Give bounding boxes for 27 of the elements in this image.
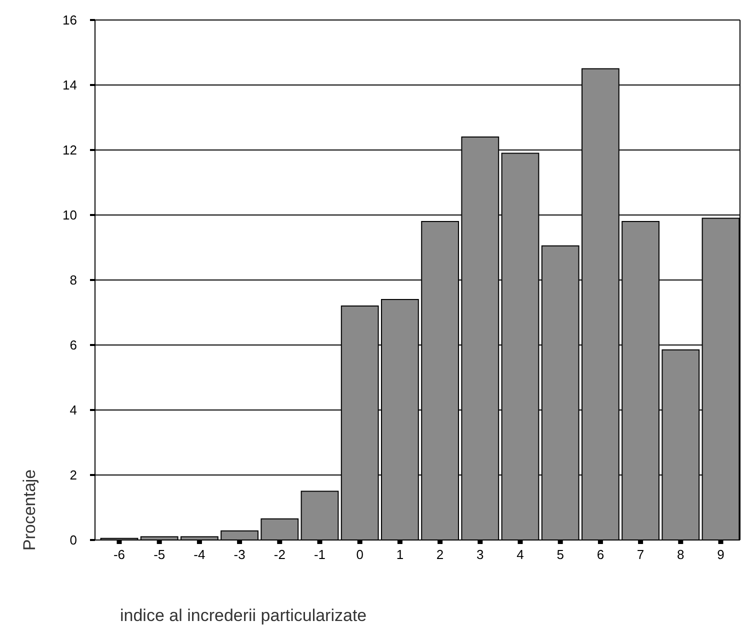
y-tick-label: 10 <box>62 208 77 223</box>
x-tick-label: -2 <box>274 547 286 562</box>
y-tick-label: 4 <box>70 402 77 418</box>
x-tick-label: -3 <box>234 547 246 562</box>
y-tick-label: 2 <box>70 468 77 483</box>
x-axis-title: indice al increderii particularizate <box>120 606 367 625</box>
x-tick-label: 0 <box>356 547 364 562</box>
x-tick-label: -5 <box>154 547 166 562</box>
x-tick-label: 2 <box>436 547 444 562</box>
x-tick-label: 4 <box>516 547 524 562</box>
y-tick-label: 14 <box>62 78 77 93</box>
x-tick-label: 1 <box>396 547 404 562</box>
y-tick-label: 6 <box>70 338 77 353</box>
x-tick-label: -1 <box>314 547 326 562</box>
x-tick-label: 9 <box>717 547 724 562</box>
x-tick-label: -4 <box>194 547 206 562</box>
y-tick-label: 0 <box>70 532 77 548</box>
x-tick-label: 8 <box>677 547 684 562</box>
y-tick-label: 12 <box>62 142 77 158</box>
x-tick-label: 6 <box>596 547 604 562</box>
y-tick-label: 8 <box>70 272 77 288</box>
x-tick-label: 5 <box>556 547 564 562</box>
x-tick-label: 3 <box>476 547 484 562</box>
x-tick-label: 7 <box>636 547 644 562</box>
x-tick-label: -6 <box>113 547 126 562</box>
y-axis-title: Procentaje <box>20 469 39 551</box>
y-tick-label: 16 <box>62 12 77 28</box>
